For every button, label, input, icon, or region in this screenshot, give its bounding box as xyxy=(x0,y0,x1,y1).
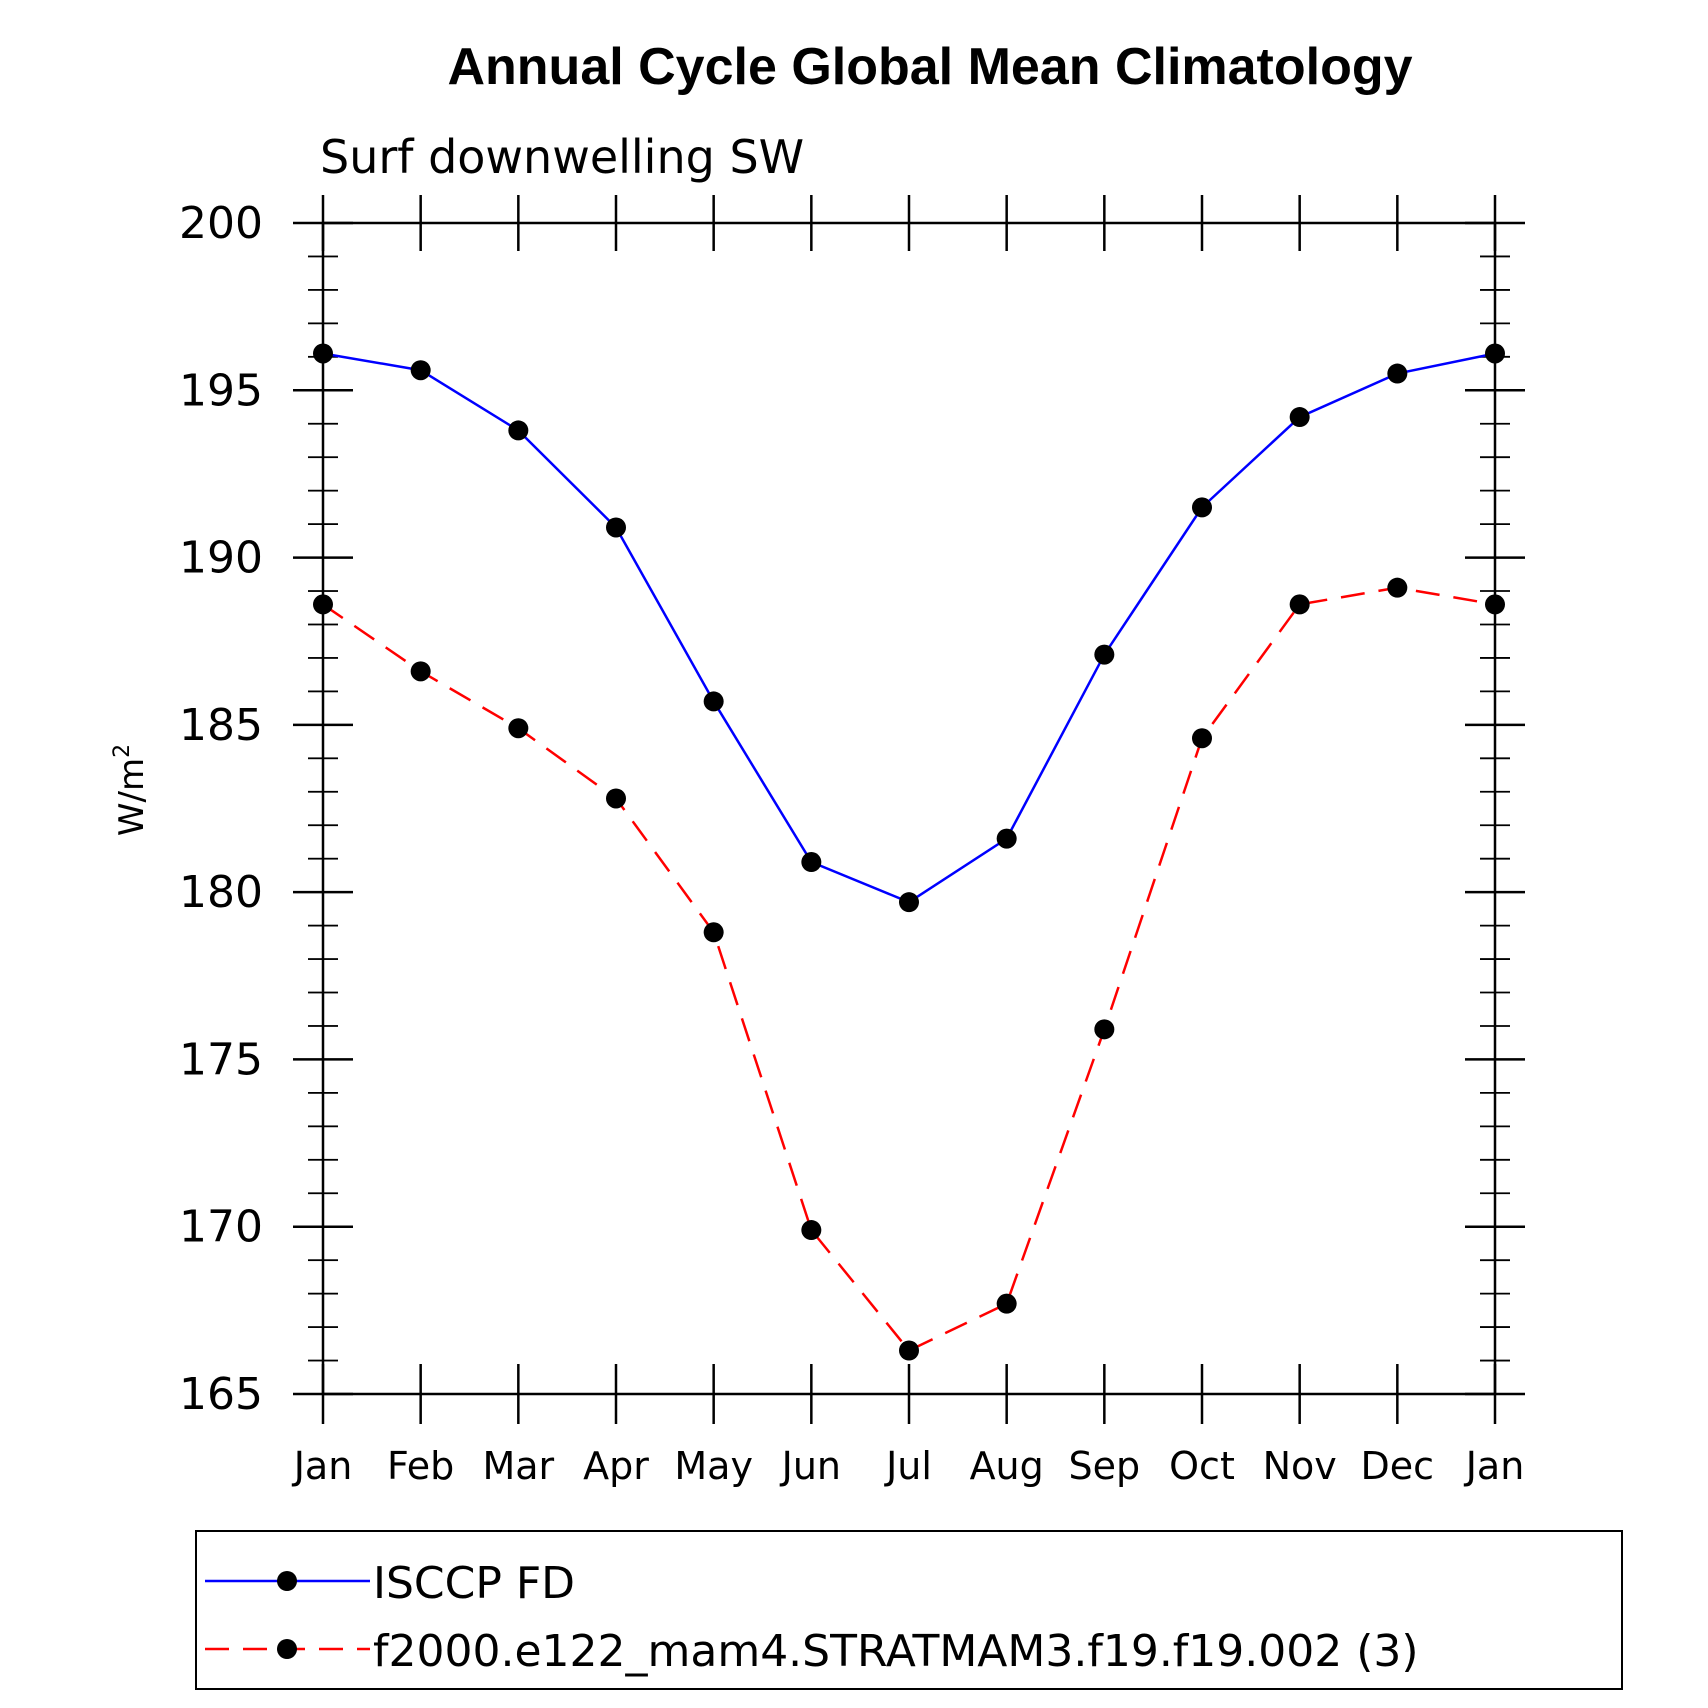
chart-subtitle: Surf downwelling SW xyxy=(320,130,804,184)
series-1-point xyxy=(1094,644,1115,665)
chart-title: Annual Cycle Global Mean Climatology xyxy=(447,38,1412,96)
x-tick-label: Jan xyxy=(292,1444,353,1488)
series-2-point xyxy=(801,1220,822,1241)
series-1-point xyxy=(899,892,919,913)
series-layer xyxy=(313,343,1505,1361)
y-tick-label: 180 xyxy=(179,867,263,918)
series-1-point xyxy=(1289,407,1310,428)
series-1-point xyxy=(508,420,529,441)
legend-box xyxy=(195,1530,1623,1690)
series-1-point xyxy=(1387,363,1408,384)
y-axis-label-text: W/m xyxy=(112,758,152,836)
series-2-point xyxy=(1289,594,1310,615)
x-tick-label: Dec xyxy=(1361,1444,1435,1488)
axes: Jan Feb Mar Apr May Jun Jul Aug Sep Oct Nov Dec Jan 1… xyxy=(179,195,1525,1488)
x-tick-label: Mar xyxy=(482,1444,554,1488)
series-1-point xyxy=(1485,343,1505,364)
y-tick-label: 185 xyxy=(179,700,263,751)
y-tick-label: 195 xyxy=(179,365,263,416)
y-tick-label: 170 xyxy=(179,1202,263,1253)
series-1-point xyxy=(606,517,626,538)
series-2-point xyxy=(606,788,626,809)
x-tick-label: Sep xyxy=(1069,1444,1141,1488)
legend-label-1: ISCCP FD xyxy=(373,1558,575,1609)
x-tick-label: Jul xyxy=(884,1444,932,1488)
series-2-point xyxy=(1192,728,1212,749)
series-1-point xyxy=(313,343,333,364)
series-2-point xyxy=(1485,594,1505,615)
legend-marker-2 xyxy=(277,1639,297,1659)
series-2-point xyxy=(1094,1019,1115,1040)
x-tick-label: Oct xyxy=(1169,1444,1235,1488)
series-line-2 xyxy=(322,586,1496,1353)
x-tick-label: Apr xyxy=(583,1444,649,1488)
series-1-point xyxy=(703,691,724,712)
y-axis-label-superscript: 2 xyxy=(110,744,135,758)
y-tick-label: 165 xyxy=(179,1369,263,1420)
plot-frame xyxy=(321,221,1497,1396)
series-2-point xyxy=(996,1293,1017,1314)
y-axis-label: W/m2 xyxy=(110,744,152,836)
series-2-point xyxy=(1387,577,1408,598)
x-tick-label: May xyxy=(674,1444,753,1488)
y-tick-label: 175 xyxy=(179,1034,263,1085)
series-2-point xyxy=(508,718,529,739)
series-2-point xyxy=(313,594,333,615)
x-tick-label: Nov xyxy=(1263,1444,1337,1488)
series-1-point xyxy=(996,828,1017,849)
series-1-point xyxy=(801,852,822,873)
series-2-point xyxy=(899,1340,919,1361)
x-tick-label: Aug xyxy=(970,1444,1044,1488)
x-tick-label: Jun xyxy=(780,1444,841,1488)
series-line-1 xyxy=(322,352,1496,904)
x-tick-label: Jan xyxy=(1464,1444,1525,1488)
series-1-point xyxy=(410,360,431,381)
series-1-point xyxy=(1192,497,1212,518)
x-tick-label: Feb xyxy=(387,1444,454,1488)
series-2-point xyxy=(410,661,431,682)
legend: ISCCP FD f2000.e122_mam4.STRATMAM3.f19.f1… xyxy=(195,1530,1623,1690)
legend-marker-1 xyxy=(277,1571,297,1591)
y-tick-label: 190 xyxy=(179,533,263,584)
legend-label-2: f2000.e122_mam4.STRATMAM3.f19.f19.002 (3… xyxy=(373,1626,1419,1677)
series-2-point xyxy=(703,922,724,943)
y-tick-label: 200 xyxy=(179,198,263,249)
svg-text:W/m2: W/m2 xyxy=(110,744,152,836)
